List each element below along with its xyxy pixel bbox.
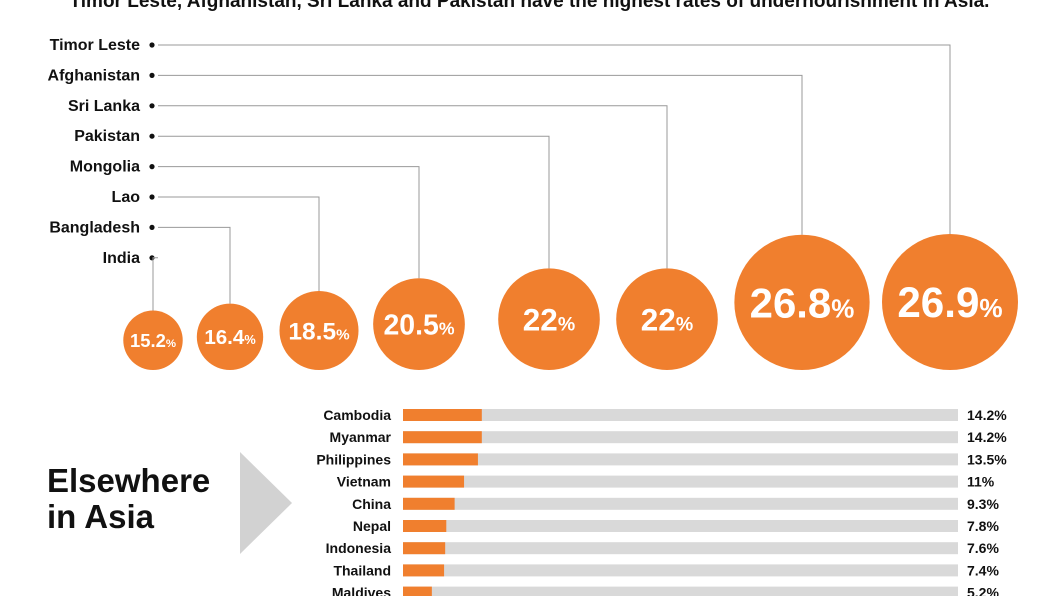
- bubble-afghanistan: [734, 234, 870, 370]
- headline: Timor Leste, Afghanistan, Sri Lanka and …: [69, 0, 990, 12]
- elsewhere-title-line-2: in Asia: [47, 498, 154, 535]
- country-label-sri-lanka: Sri Lanka: [68, 98, 140, 115]
- leader-line: [158, 135, 550, 269]
- leader-dot: [149, 42, 155, 48]
- bar-maldives: [403, 586, 432, 596]
- bar-nepal: [403, 520, 447, 532]
- country-label-timor-leste: Timor Leste: [50, 37, 141, 54]
- leader-dot: [149, 224, 155, 230]
- country-label-pakistan: Pakistan: [74, 128, 140, 145]
- bar-china: [403, 497, 455, 510]
- country-label-mongolia: Mongolia: [70, 159, 140, 176]
- country-label-afghanistan: Afghanistan: [48, 67, 140, 84]
- bar-label-china: China: [352, 496, 391, 512]
- bar-label-thailand: Thailand: [333, 562, 391, 578]
- leader-line: [158, 166, 420, 279]
- bar-value-label: 5.2%: [967, 585, 999, 596]
- bar-label-nepal: Nepal: [353, 518, 391, 534]
- bar-value-label: 7.6%: [967, 540, 999, 556]
- bar-track: [403, 542, 958, 555]
- bar-track: [403, 475, 958, 488]
- bar-philippines: [403, 453, 478, 466]
- leader-dot: [149, 133, 155, 139]
- bar-value-label: 14.2%: [967, 429, 1007, 445]
- bubble-timor-leste: [882, 234, 1018, 370]
- bar-track: [403, 431, 958, 444]
- bar-label-philippines: Philippines: [316, 451, 391, 467]
- elsewhere-title-line-1: Elsewhere: [47, 462, 211, 499]
- bubble-value-label: 20.5%: [384, 309, 455, 341]
- bar-label-vietnam: Vietnam: [337, 474, 391, 490]
- bubble-india: [123, 310, 183, 370]
- bar-value-label: 7.4%: [967, 562, 999, 578]
- bubble-mongolia: [373, 278, 465, 371]
- bar-cambodia: [403, 409, 482, 421]
- bar-value-label: 13.5%: [967, 451, 1007, 467]
- country-label-india: India: [103, 250, 140, 267]
- bar-myanmar: [403, 431, 482, 444]
- chevron-arrow-icon: [240, 452, 292, 554]
- bar-label-indonesia: Indonesia: [326, 540, 392, 556]
- bubble-value-label: 16.4%: [204, 326, 255, 349]
- bar-track: [403, 497, 958, 510]
- bar-value-label: 14.2%: [967, 407, 1007, 423]
- bubble-pakistan: [498, 268, 600, 370]
- bubble-lao: [279, 290, 359, 370]
- elsewhere-title: Elsewhere in Asia: [47, 463, 210, 535]
- bubble-bangladesh: [196, 303, 264, 370]
- bar-value-label: 11%: [967, 474, 995, 490]
- bar-label-cambodia: Cambodia: [323, 407, 391, 423]
- bar-track: [403, 564, 958, 577]
- country-label-lao: Lao: [112, 189, 141, 206]
- bar-value-label: 7.8%: [967, 518, 999, 534]
- bar-label-maldives: Maldives: [332, 585, 391, 596]
- bar-track: [403, 453, 958, 466]
- bar-thailand: [403, 564, 445, 577]
- bar-track: [403, 409, 958, 421]
- bar-track: [403, 586, 958, 596]
- bubble-value-label: 15.2%: [130, 330, 176, 351]
- bubble-value-label: 18.5%: [288, 318, 350, 345]
- bubble-value-label: 22%: [641, 302, 693, 338]
- leader-dot: [149, 164, 155, 170]
- bar-value-label: 9.3%: [967, 496, 999, 512]
- leader-line: [158, 74, 803, 235]
- leader-dot: [149, 72, 155, 78]
- bar-label-myanmar: Myanmar: [330, 429, 392, 445]
- leader-line: [158, 105, 668, 269]
- bubble-value-label: 22%: [523, 302, 575, 338]
- bar-vietnam: [403, 475, 465, 488]
- bubble-chart: India 15.2% Bangladesh 16.4% Lao 18.5% Mongoli…: [48, 37, 1018, 371]
- bar-indonesia: [403, 542, 446, 555]
- leader-line: [152, 257, 158, 311]
- bar-track: [403, 520, 958, 532]
- bubble-value-label: 26.9%: [897, 279, 1002, 326]
- country-label-bangladesh: Bangladesh: [49, 219, 140, 236]
- bubble-value-label: 26.8%: [750, 279, 855, 326]
- leader-line: [158, 226, 231, 304]
- bubble-sri-lanka: [616, 268, 718, 370]
- leader-line: [158, 44, 951, 234]
- leader-line: [158, 196, 320, 291]
- leader-dot: [149, 194, 155, 200]
- leader-dot: [149, 103, 155, 109]
